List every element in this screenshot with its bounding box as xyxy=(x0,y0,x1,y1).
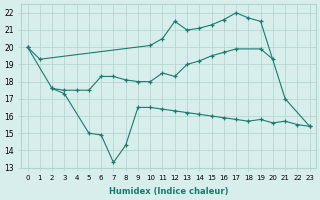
X-axis label: Humidex (Indice chaleur): Humidex (Indice chaleur) xyxy=(109,187,228,196)
